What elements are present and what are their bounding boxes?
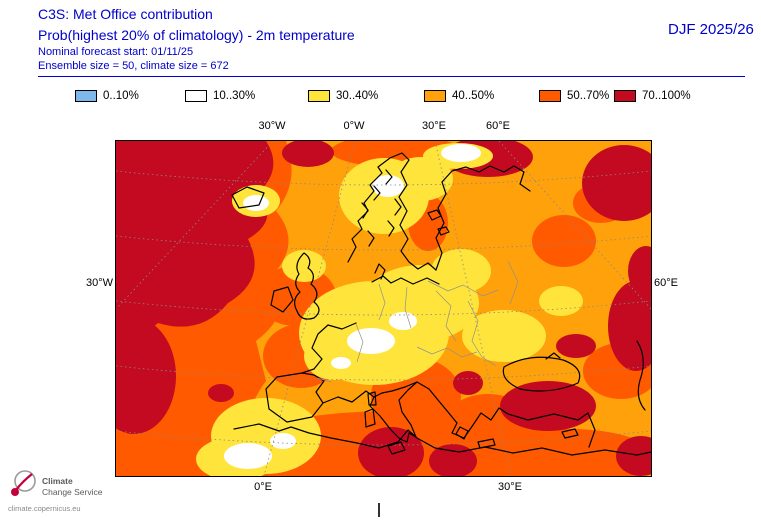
axis-label-top: 0°W — [343, 120, 365, 132]
axis-label-bottom: 30°E — [498, 481, 522, 493]
legend-item: 0..10% — [75, 89, 139, 103]
map-frame — [115, 140, 652, 477]
forecast-start: Nominal forecast start: 01/11/25 — [38, 46, 194, 58]
org-name: Climate Change Service — [42, 476, 102, 498]
axis-label-top: 30°W — [258, 120, 286, 132]
axis-label-bottom: 0°E — [254, 481, 272, 493]
legend-item: 70..100% — [614, 89, 691, 103]
org-name-line1: Climate — [42, 476, 73, 486]
legend-label: 40..50% — [452, 90, 495, 102]
header-divider — [38, 76, 745, 77]
legend-label: 10..30% — [213, 90, 256, 102]
ensemble-info: Ensemble size = 50, climate size = 672 — [38, 60, 229, 72]
copernicus-logo — [11, 470, 36, 496]
europe-map — [116, 141, 651, 476]
legend-swatch — [185, 90, 207, 102]
legend-label: 0..10% — [103, 90, 139, 102]
season-label: DJF 2025/26 — [668, 21, 754, 38]
legend-item: 50..70% — [539, 89, 609, 103]
legend-swatch — [308, 90, 330, 102]
graticule — [116, 141, 651, 476]
legend-label: 70..100% — [642, 90, 691, 102]
axis-label-top: 60°E — [486, 120, 510, 132]
org-url: climate.copernicus.eu — [8, 504, 81, 513]
legend-swatch — [424, 90, 446, 102]
probability-regions — [116, 141, 651, 476]
page-subtitle: Prob(highest 20% of climatology) - 2m te… — [38, 27, 355, 43]
axis-label-right: 60°E — [654, 277, 678, 289]
legend-swatch — [614, 90, 636, 102]
org-name-line2: Change Service — [42, 487, 103, 498]
legend-item: 40..50% — [424, 89, 494, 103]
page-title: C3S: Met Office contribution — [38, 6, 213, 22]
bottom-center-mark — [378, 503, 380, 517]
legend-label: 30..40% — [336, 90, 379, 102]
country-borders — [316, 260, 519, 383]
axis-label-top: 30°E — [422, 120, 446, 132]
legend-label: 50..70% — [567, 90, 610, 102]
legend-swatch — [75, 90, 97, 102]
legend-item: 30..40% — [308, 89, 378, 103]
axis-label-left: 30°W — [86, 277, 114, 289]
legend-item: 10..30% — [185, 89, 255, 103]
legend-swatch — [539, 90, 561, 102]
